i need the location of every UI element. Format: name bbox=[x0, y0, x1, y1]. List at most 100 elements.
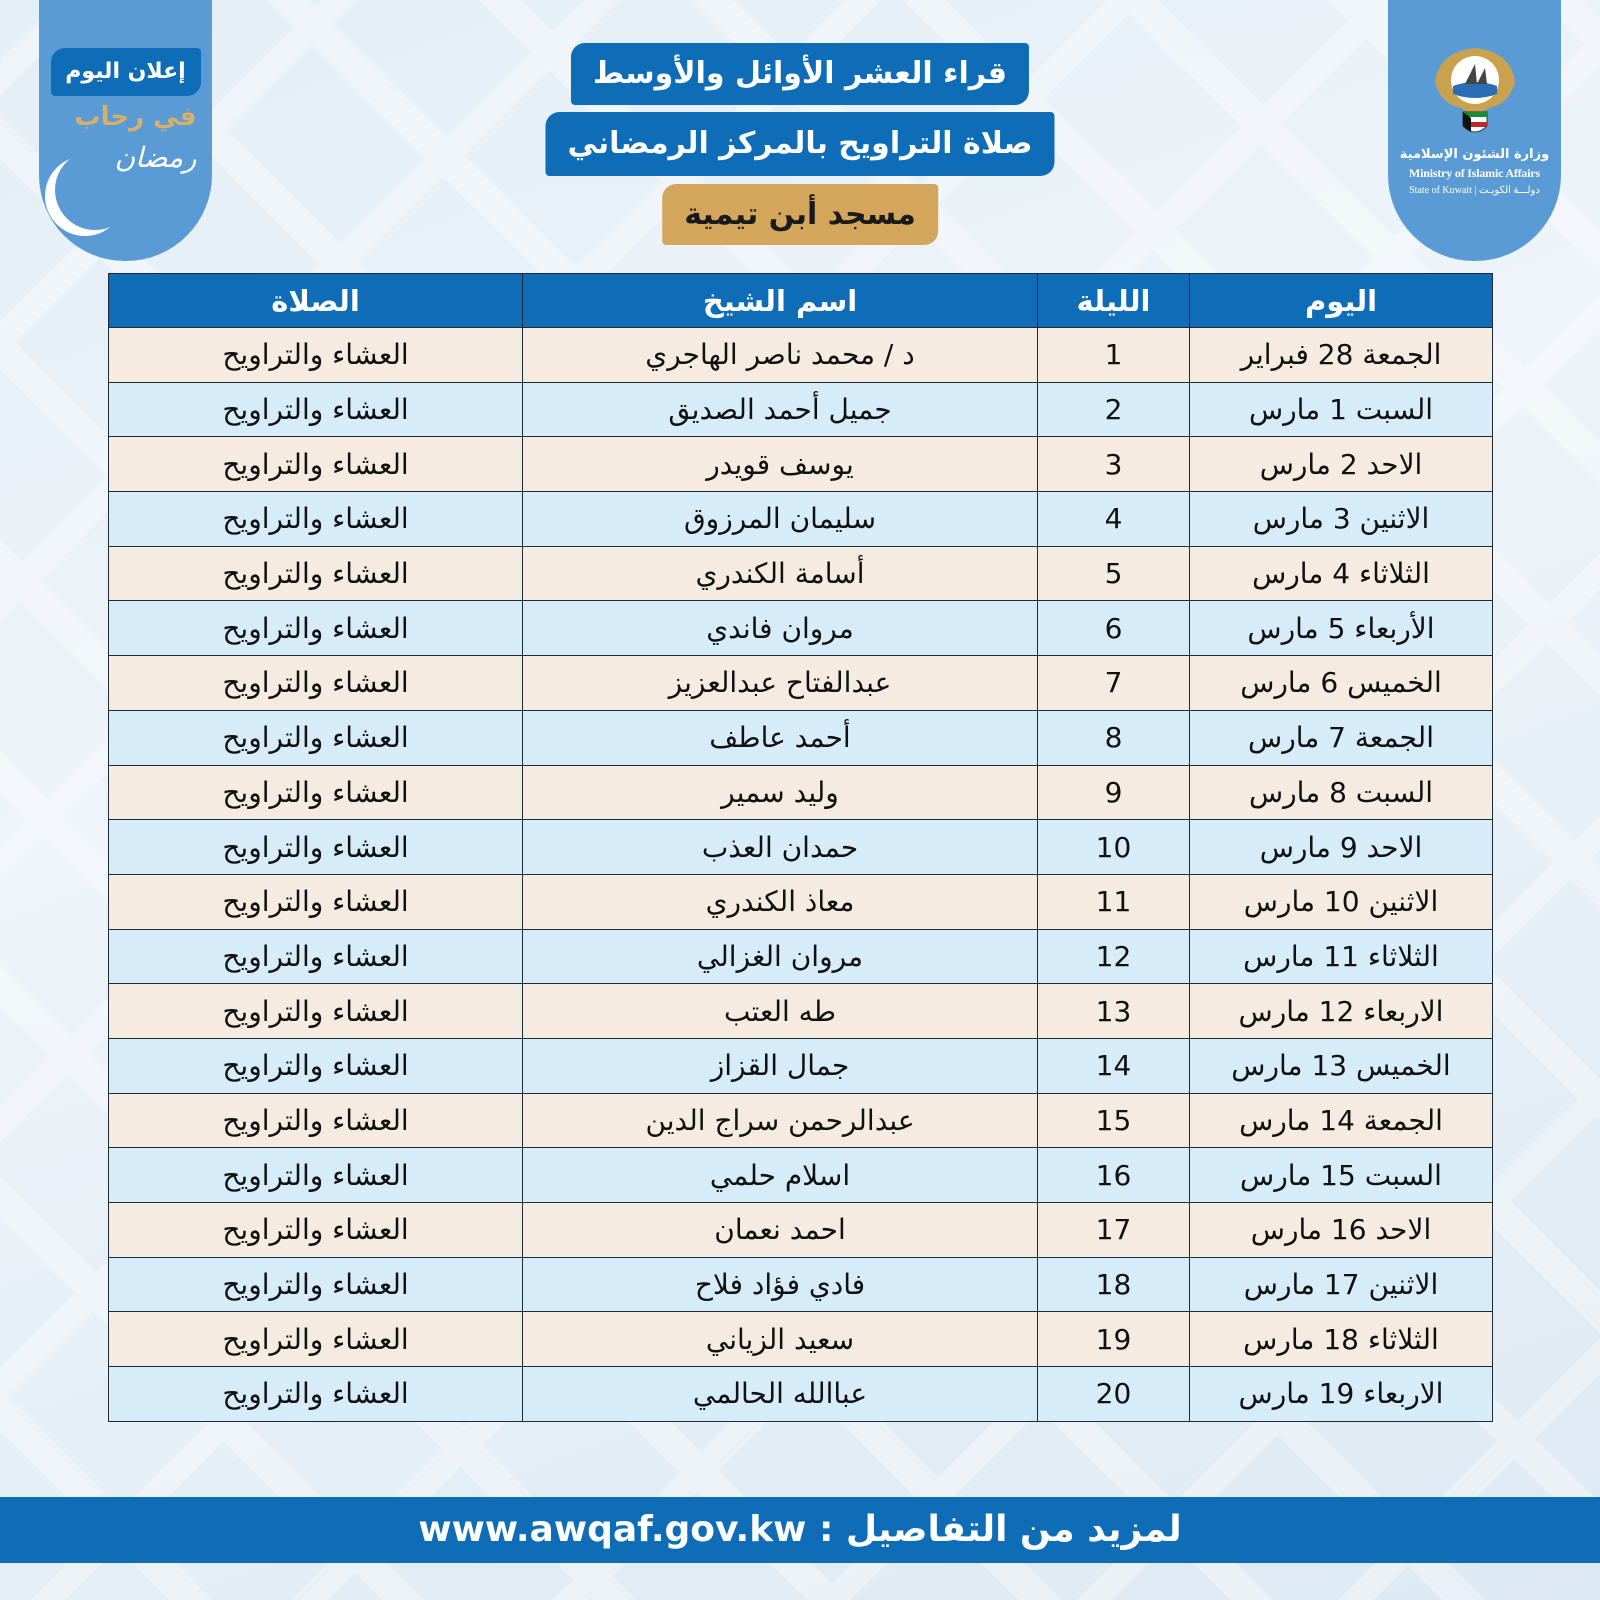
cell-prayer: العشاء والتراويح bbox=[108, 1311, 523, 1368]
cell-day: الاحد 2 مارس bbox=[1189, 436, 1493, 493]
table-row: الاحد 16 مارس 17 احمد نعمان العشاء والتراوي… bbox=[108, 1202, 1493, 1258]
table-row: الجمعة 28 فبراير 1 د / محمد ناصر الهاجري ال… bbox=[108, 327, 1493, 383]
cell-night: 12 bbox=[1037, 928, 1190, 985]
cell-prayer: العشاء والتراويح bbox=[108, 1366, 523, 1422]
cell-night: 2 bbox=[1037, 381, 1190, 438]
cell-night: 16 bbox=[1037, 1147, 1190, 1203]
cell-day: الثلاثاء 11 مارس bbox=[1189, 928, 1493, 985]
cell-prayer: العشاء والتراويح bbox=[108, 327, 523, 383]
cell-name: عباالله الحالمي bbox=[522, 1366, 1038, 1422]
cell-prayer: العشاء والتراويح bbox=[108, 491, 523, 547]
cell-day: الاثنين 3 مارس bbox=[1189, 491, 1493, 547]
cell-day: الاثنين 17 مارس bbox=[1189, 1256, 1493, 1313]
ministry-badge: وزارة الشئون الإسلامية Ministry of Islam… bbox=[1388, 0, 1561, 261]
logo-text-rehab: في رحاب bbox=[74, 102, 197, 132]
cell-prayer: العشاء والتراويح bbox=[108, 436, 523, 493]
table-row: الثلاثاء 18 مارس 19 سعيد الزياني العشاء وال… bbox=[108, 1311, 1493, 1368]
header-night: الليلة bbox=[1037, 273, 1190, 328]
cell-name: معاذ الكندري bbox=[522, 873, 1038, 930]
table-row: الاثنين 17 مارس 18 فادي فؤاد فلاح العشاء وا… bbox=[108, 1256, 1493, 1313]
cell-night: 14 bbox=[1037, 1037, 1190, 1094]
header-prayer: الصلاة bbox=[108, 273, 523, 328]
kuwait-emblem-icon bbox=[1434, 48, 1515, 133]
cell-prayer: العشاء والتراويح bbox=[108, 600, 523, 657]
cell-prayer: العشاء والتراويح bbox=[108, 1256, 523, 1313]
table-row: الاحد 2 مارس 3 يوسف قويدر العشاء والتراويح bbox=[108, 436, 1493, 493]
cell-prayer: العشاء والتراويح bbox=[108, 709, 523, 766]
cell-night: 13 bbox=[1037, 983, 1190, 1039]
title-taraweeh: صلاة التراويح بالمركز الرمضاني bbox=[545, 112, 1055, 176]
table-row: الاثنين 10 مارس 11 معاذ الكندري العشاء والت… bbox=[108, 873, 1493, 930]
cell-prayer: العشاء والتراويح bbox=[108, 1202, 523, 1258]
cell-name: وليد سمير bbox=[522, 764, 1038, 821]
table-row: الثلاثاء 11 مارس 12 مروان الغزالي العشاء وا… bbox=[108, 928, 1493, 985]
title-readers: قراء العشر الأوائل والأوسط bbox=[570, 43, 1030, 105]
cell-day: الاربعاء 19 مارس bbox=[1189, 1366, 1493, 1422]
cell-day: الثلاثاء 4 مارس bbox=[1189, 545, 1493, 602]
cell-name: اسلام حلمي bbox=[522, 1147, 1038, 1203]
cell-day: الاثنين 10 مارس bbox=[1189, 873, 1493, 930]
ramadan-badge: إعلان اليوم في رحاب رمضان bbox=[39, 0, 212, 261]
cell-night: 4 bbox=[1037, 491, 1190, 547]
table-row: الخميس 13 مارس 14 جمال القزاز العشاء والترا… bbox=[108, 1037, 1493, 1094]
table-row: الأربعاء 5 مارس 6 مروان فاندي العشاء والترا… bbox=[108, 600, 1493, 657]
cell-night: 3 bbox=[1037, 436, 1190, 493]
cell-prayer: العشاء والتراويح bbox=[108, 873, 523, 930]
cell-day: الاربعاء 12 مارس bbox=[1189, 983, 1493, 1039]
cell-prayer: العشاء والتراويح bbox=[108, 928, 523, 985]
cell-name: فادي فؤاد فلاح bbox=[522, 1256, 1038, 1313]
cell-name: أحمد عاطف bbox=[522, 709, 1038, 766]
table-row: السبت 1 مارس 2 جميل أحمد الصديق العشاء والت… bbox=[108, 381, 1493, 438]
logo-text-ramadan: رمضان bbox=[114, 141, 197, 174]
table-row: الجمعة 14 مارس 15 عبدالرحمن سراج الدين العش… bbox=[108, 1092, 1493, 1149]
table-row: السبت 15 مارس 16 اسلام حلمي العشاء والتراوي… bbox=[108, 1147, 1493, 1203]
cell-prayer: العشاء والتراويح bbox=[108, 1092, 523, 1149]
ministry-arabic-name: وزارة الشئون الإسلامية bbox=[1399, 147, 1550, 162]
cell-prayer: العشاء والتراويح bbox=[108, 1037, 523, 1094]
table-row: الاثنين 3 مارس 4 سليمان المرزوق العشاء والت… bbox=[108, 491, 1493, 547]
cell-prayer: العشاء والتراويح bbox=[108, 764, 523, 821]
cell-name: مروان الغزالي bbox=[522, 928, 1038, 985]
cell-prayer: العشاء والتراويح bbox=[108, 381, 523, 438]
table-row: الاربعاء 19 مارس 20 عباالله الحالمي العشاء … bbox=[108, 1366, 1493, 1422]
cell-night: 1 bbox=[1037, 327, 1190, 383]
cell-day: الخميس 13 مارس bbox=[1189, 1037, 1493, 1094]
cell-day: الأربعاء 5 مارس bbox=[1189, 600, 1493, 657]
cell-name: عبدالرحمن سراج الدين bbox=[522, 1092, 1038, 1149]
cell-day: السبت 15 مارس bbox=[1189, 1147, 1493, 1203]
cell-name: جميل أحمد الصديق bbox=[522, 381, 1038, 438]
mosque-name: مسجد أبن تيمية bbox=[662, 184, 938, 245]
cell-night: 5 bbox=[1037, 545, 1190, 602]
cell-day: الاحد 16 مارس bbox=[1189, 1202, 1493, 1258]
cell-night: 20 bbox=[1037, 1366, 1190, 1422]
cell-night: 7 bbox=[1037, 655, 1190, 711]
cell-day: السبت 1 مارس bbox=[1189, 381, 1493, 438]
ramadan-logo: في رحاب رمضان bbox=[51, 100, 201, 240]
cell-name: حمدان العذب bbox=[522, 819, 1038, 875]
cell-name: عبدالفتاح عبدالعزيز bbox=[522, 655, 1038, 711]
cell-name: د / محمد ناصر الهاجري bbox=[522, 327, 1038, 383]
cell-night: 17 bbox=[1037, 1202, 1190, 1258]
cell-name: جمال القزاز bbox=[522, 1037, 1038, 1094]
cell-prayer: العشاء والتراويح bbox=[108, 1147, 523, 1203]
table-row: الاربعاء 12 مارس 13 طه العتب العشاء والتراو… bbox=[108, 983, 1493, 1039]
cell-name: طه العتب bbox=[522, 983, 1038, 1039]
cell-night: 15 bbox=[1037, 1092, 1190, 1149]
table-row: الاحد 9 مارس 10 حمدان العذب العشاء والتراوي… bbox=[108, 819, 1493, 875]
footer-website-banner: لمزيد من التفاصيل : www.awqaf.gov.kw bbox=[0, 1497, 1600, 1563]
cell-prayer: العشاء والتراويح bbox=[108, 983, 523, 1039]
cell-prayer: العشاء والتراويح bbox=[108, 655, 523, 711]
cell-day: الخميس 6 مارس bbox=[1189, 655, 1493, 711]
cell-night: 6 bbox=[1037, 600, 1190, 657]
cell-day: الجمعة 28 فبراير bbox=[1189, 327, 1493, 383]
cell-prayer: العشاء والتراويح bbox=[108, 819, 523, 875]
schedule-table: اليوم الليلة اسم الشيخ الصلاة الجمعة 28 … bbox=[108, 273, 1493, 1422]
table-row: السبت 8 مارس 9 وليد سمير العشاء والتراويح bbox=[108, 764, 1493, 821]
header-day: اليوم bbox=[1189, 273, 1493, 328]
cell-day: الاحد 9 مارس bbox=[1189, 819, 1493, 875]
cell-night: 11 bbox=[1037, 873, 1190, 930]
cell-name: أسامة الكندري bbox=[522, 545, 1038, 602]
cell-name: احمد نعمان bbox=[522, 1202, 1038, 1258]
cell-night: 8 bbox=[1037, 709, 1190, 766]
cell-prayer: العشاء والتراويح bbox=[108, 545, 523, 602]
